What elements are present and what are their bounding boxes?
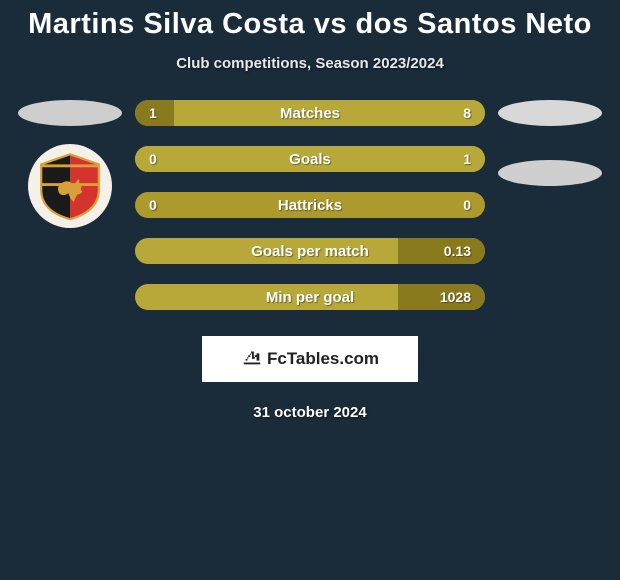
stat-bar: 1 Matches 8	[135, 100, 485, 126]
stat-bar: 0 Hattricks 0	[135, 192, 485, 218]
sport-recife-shield-icon	[34, 150, 106, 222]
bar-fill-right	[398, 238, 486, 264]
stat-right-value: 0	[463, 197, 471, 213]
stat-right-value: 1	[463, 151, 471, 167]
chart-icon	[241, 346, 263, 373]
date-label: 31 october 2024	[0, 404, 620, 421]
stat-label: Goals per match	[251, 243, 369, 260]
stat-left-value: 1	[149, 105, 157, 121]
infographic-container: Martins Silva Costa vs dos Santos Neto C…	[0, 0, 620, 421]
player-name-oval	[498, 100, 602, 126]
stat-label: Matches	[280, 105, 340, 122]
source-logo-text: FcTables.com	[267, 349, 379, 369]
stat-right-value: 1028	[440, 289, 471, 305]
source-logo: FcTables.com	[202, 336, 418, 382]
stat-right-value: 8	[463, 105, 471, 121]
right-player-col	[495, 100, 605, 186]
stat-bar: 0 Goals 1	[135, 146, 485, 172]
comparison-row: 1 Matches 8 0 Goals 1 0 Hattricks 0 Goals per mat…	[0, 100, 620, 310]
stat-left-value: 0	[149, 151, 157, 167]
club-crest	[28, 144, 112, 228]
stat-label: Min per goal	[266, 289, 354, 306]
stat-bars: 1 Matches 8 0 Goals 1 0 Hattricks 0 Goals per mat…	[135, 100, 485, 310]
stat-label: Goals	[289, 151, 331, 168]
left-player-col	[15, 100, 125, 228]
subtitle: Club competitions, Season 2023/2024	[0, 55, 620, 72]
stat-left-value: 0	[149, 197, 157, 213]
player-name-oval	[18, 100, 122, 126]
club-name-oval	[498, 160, 602, 186]
page-title: Martins Silva Costa vs dos Santos Neto	[0, 8, 620, 41]
stat-label: Hattricks	[278, 197, 342, 214]
stat-bar: Goals per match 0.13	[135, 238, 485, 264]
stat-right-value: 0.13	[444, 243, 471, 259]
stat-bar: Min per goal 1028	[135, 284, 485, 310]
